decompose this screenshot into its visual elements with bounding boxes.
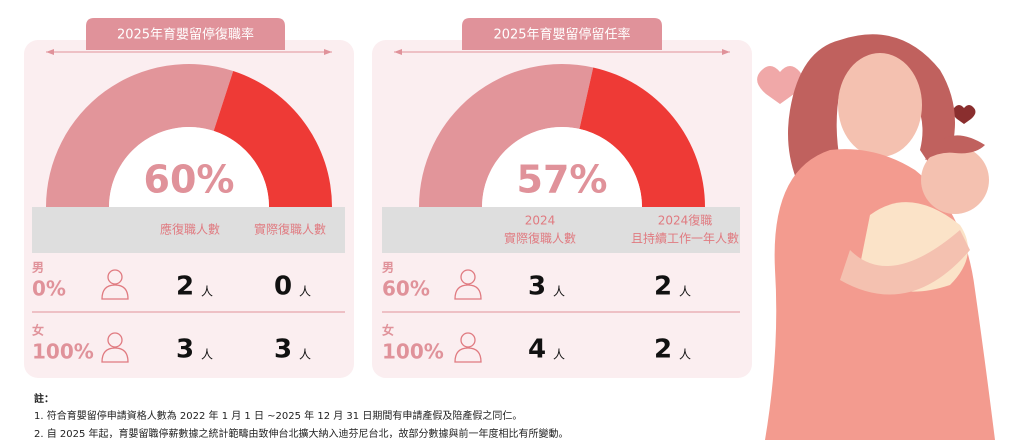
note: 2. 自 2025 年起，育嬰留職停薪數據之統計範疇由致伸台北擴大納入迪芬尼台北…	[34, 427, 569, 440]
gender-share: 100%	[32, 340, 94, 364]
column-header: 且持續工作一年人數	[631, 231, 739, 246]
person-icon	[454, 284, 482, 300]
unit: 人	[553, 348, 565, 362]
rate-label: 57%	[517, 158, 608, 202]
gauge-rest	[213, 70, 332, 207]
baby-hair	[925, 135, 985, 160]
unit: 人	[201, 348, 213, 362]
notes-heading: 註：	[34, 392, 54, 405]
heart	[952, 105, 976, 124]
column-header: 實際復職人數	[254, 222, 326, 237]
panel-title: 2025年育嬰留停留任率	[493, 27, 630, 43]
heart	[757, 66, 803, 104]
gender-share: 0%	[32, 277, 66, 301]
arm	[840, 230, 970, 295]
person-icon	[460, 332, 476, 348]
illustration	[757, 34, 995, 440]
unit: 人	[299, 348, 311, 362]
gauge-rest	[579, 67, 705, 207]
title-tab	[462, 18, 662, 50]
face	[838, 53, 922, 157]
count: 3	[176, 335, 194, 365]
count: 4	[528, 335, 546, 365]
panel-title: 2025年育嬰留停復職率	[117, 27, 254, 43]
person-icon	[101, 284, 129, 300]
gender-share: 100%	[382, 340, 444, 364]
gender: 女	[382, 323, 394, 338]
baby-head	[921, 146, 989, 214]
count: 3	[274, 335, 292, 365]
column-header: 2024	[525, 214, 556, 228]
gauge-rate	[419, 63, 594, 207]
column-header: 實際復職人數	[504, 231, 576, 246]
column-header: 應復職人數	[160, 222, 220, 237]
count: 3	[528, 272, 546, 302]
gauge-rate	[46, 63, 234, 207]
column-header: 2024復職	[658, 213, 713, 228]
person-icon	[454, 347, 482, 363]
person-icon	[101, 347, 129, 363]
count: 2	[654, 272, 672, 302]
gauge-hole	[109, 127, 269, 207]
gender: 女	[32, 323, 44, 338]
unit: 人	[553, 285, 565, 299]
unit: 人	[299, 285, 311, 299]
count: 0	[274, 272, 292, 302]
note: 1. 符合育嬰留停申請資格人數為 2022 年 1 月 1 日 ~2025 年 …	[34, 409, 522, 422]
rate-label: 60%	[144, 158, 235, 202]
person-icon	[107, 269, 123, 285]
title-tab	[86, 18, 285, 50]
header-band	[382, 207, 740, 253]
notes: 註： 1. 符合育嬰留停申請資格人數為 2022 年 1 月 1 日 ~2025…	[34, 392, 569, 440]
unit: 人	[201, 285, 213, 299]
count: 2	[654, 335, 672, 365]
person-icon	[107, 332, 123, 348]
gender-share: 60%	[382, 277, 430, 301]
panel: 2025年育嬰留停留任率 57% 2024 實際復職人數 2024復職且持續工作一年人數…	[372, 18, 752, 378]
person-icon	[460, 269, 476, 285]
unit: 人	[679, 348, 691, 362]
count: 2	[176, 272, 194, 302]
unit: 人	[679, 285, 691, 299]
gauge-hole	[482, 127, 642, 207]
gender: 男	[382, 261, 394, 275]
header-band	[32, 207, 345, 253]
gender: 男	[32, 261, 44, 275]
